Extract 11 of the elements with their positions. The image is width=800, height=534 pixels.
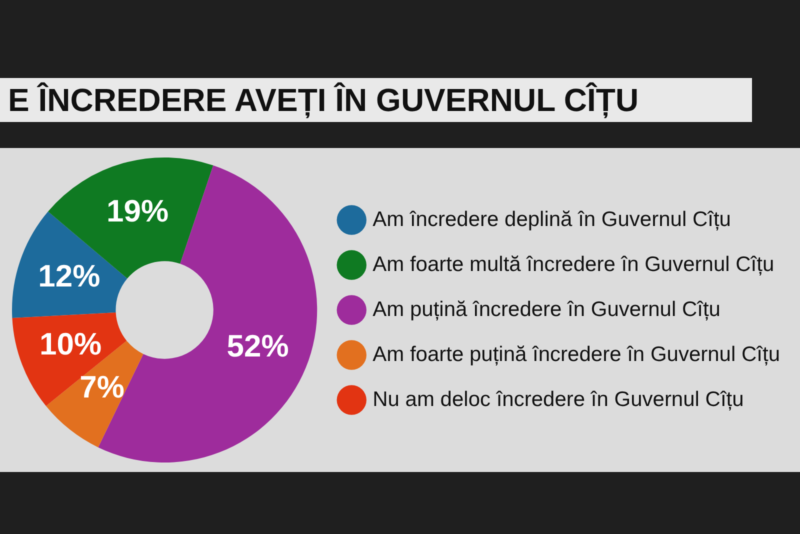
data-label: 19% xyxy=(106,194,169,229)
data-label: 10% xyxy=(40,326,102,362)
legend-label: Nu am deloc încredere în Guvernul Cîțu xyxy=(372,388,744,411)
data-label: 7% xyxy=(80,369,124,404)
chart-title: E ÎNCREDERE AVEȚI ÎN GUVERNUL CÎȚU xyxy=(0,78,752,122)
legend-label: Am încredere deplină în Guvernul Cîțu xyxy=(372,208,731,231)
data-label: 52% xyxy=(226,328,289,364)
legend-label: Am foarte puțină încredere în Guvernul Cîțu xyxy=(372,342,780,366)
data-label: 12% xyxy=(38,258,100,294)
legend-label: Am puțină încredere în Guvernul Cîțu xyxy=(372,298,720,321)
legend-label: Am foarte multă încredere în Guvernul Cîțu xyxy=(372,252,774,276)
